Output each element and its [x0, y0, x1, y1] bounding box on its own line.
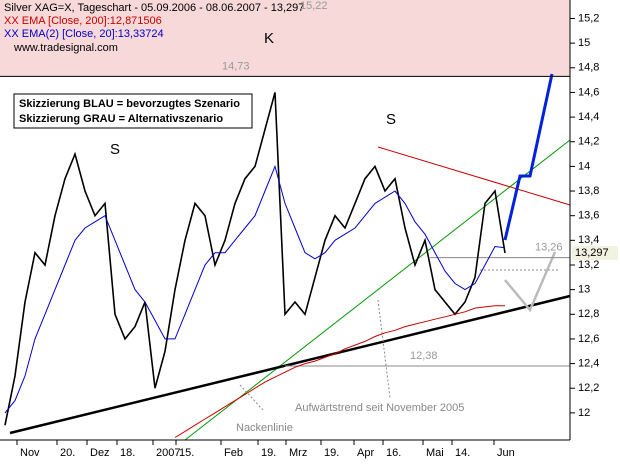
- plot: [0, 75, 570, 438]
- y-tick-label: 13,2: [578, 259, 599, 271]
- y-tick-label: 12,6: [578, 333, 599, 345]
- x-tick-label: 15.: [179, 447, 194, 459]
- series-line: [4, 92, 506, 426]
- y-tick-label: 14,6: [578, 86, 599, 98]
- series-line: [4, 164, 506, 414]
- resistance-line: [377, 146, 571, 206]
- pointer: [239, 384, 264, 411]
- pointer: [377, 299, 391, 399]
- y-tick-label: 12,2: [578, 382, 599, 394]
- x-tick-label: Mrz: [289, 447, 307, 459]
- x-tick-label: Mai: [426, 447, 444, 459]
- level-label: 12,38: [410, 350, 438, 362]
- y-tick-label: 13,8: [578, 185, 599, 197]
- level-label: 15,22: [300, 0, 328, 12]
- y-tick-label: 13: [578, 284, 590, 296]
- level-label: 13,26: [535, 241, 563, 253]
- chart-title: Silver XAG=X, Tageschart - 05.09.2006 - …: [4, 2, 304, 14]
- x-tick-label: 19.: [261, 447, 276, 459]
- y-tick-label: 12,4: [578, 357, 599, 369]
- uptrend-line: [184, 139, 571, 441]
- x-tick-label: 18.: [120, 447, 135, 459]
- x-tick-label: Nov: [20, 447, 40, 459]
- pattern-label: S: [110, 141, 120, 158]
- blue-scenario: [503, 73, 554, 241]
- y-tick-label: 14,4: [578, 111, 599, 123]
- y-tick-label: 14: [578, 160, 590, 172]
- y-tick-label: 13,4: [578, 234, 599, 246]
- neckline: [9, 294, 571, 435]
- x-tick-label: 14.: [455, 447, 470, 459]
- y-tick-label: 12: [578, 407, 590, 419]
- y-tick-label: 12,8: [578, 308, 599, 320]
- series-line: [174, 305, 505, 438]
- y-tick-label: 15: [578, 37, 590, 49]
- x-tick-label: Jun: [497, 447, 515, 459]
- last-price-label: 13,297: [575, 247, 609, 259]
- note: Skizzierung BLAU = bevorzugtes Szenario: [19, 98, 240, 110]
- annotation: Nackenlinie: [236, 422, 293, 434]
- source: www.tradesignal.com: [13, 42, 118, 54]
- legend-entry: XX EMA [Close, 200]:12,871506: [4, 15, 162, 27]
- grey-scenario: [504, 251, 557, 313]
- y-tick-label: 14,8: [578, 62, 599, 74]
- level-label: 14,73: [222, 60, 250, 72]
- pattern-label: S: [386, 111, 396, 128]
- x-tick-label: 20.: [60, 447, 75, 459]
- x-tick-label: 16.: [386, 447, 401, 459]
- x-tick-label: Feb: [224, 447, 243, 459]
- note: Skizzierung GRAU = Alternativszenario: [19, 113, 223, 125]
- y-tick-label: 14,2: [578, 136, 599, 148]
- note-box: [13, 93, 253, 129]
- pattern-label: K: [264, 30, 274, 47]
- annotation: Aufwärtstrend seit November 2005: [295, 402, 464, 414]
- y-tick-label: 15,2: [578, 12, 599, 24]
- last-price-box: [572, 246, 618, 261]
- y-tick-label: 13,6: [578, 210, 599, 222]
- legend-entry: XX EMA(2) [Close, 20]:13,33724: [4, 28, 164, 40]
- x-tick-label: Dez: [90, 447, 110, 459]
- x-tick-label: 2007: [156, 447, 180, 459]
- x-tick-label: Apr: [357, 447, 374, 459]
- x-tick-label: 19.: [324, 447, 339, 459]
- resistance-zone: [0, 0, 570, 77]
